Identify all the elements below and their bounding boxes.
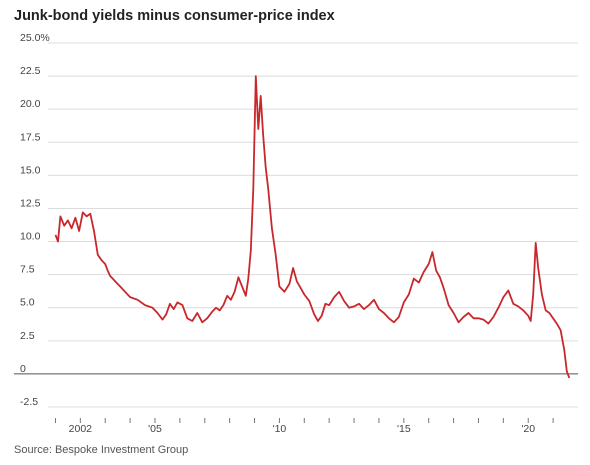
series-layer xyxy=(54,75,571,379)
chart-title: Junk-bond yields minus consumer-price in… xyxy=(14,8,335,24)
y-tick-label: 10.0 xyxy=(20,231,41,243)
y-tick-label: -2.5 xyxy=(20,396,38,408)
gridlines xyxy=(48,42,578,408)
x-tick-label: 2002 xyxy=(69,423,93,435)
x-axis-ticks: 2002 '05 '10 '15 '20 xyxy=(54,418,554,435)
y-tick-label: 2.5 xyxy=(20,330,35,342)
x-tick-label: '15 xyxy=(397,423,411,435)
y-tick-label: 15.0 xyxy=(20,164,41,176)
y-tick-label: 5.0 xyxy=(20,297,35,309)
y-tick-label: 20.0 xyxy=(20,98,41,110)
x-tick-label: '05 xyxy=(148,423,162,435)
y-tick-label: 12.5 xyxy=(20,197,41,209)
y-tick-label: 25.0% xyxy=(20,32,50,44)
chart-source: Source: Bespoke Investment Group xyxy=(14,444,189,456)
y-tick-label: 7.5 xyxy=(20,264,35,276)
x-tick-label: '20 xyxy=(521,423,535,435)
series-line xyxy=(54,75,571,379)
y-axis-ticks: 25.0% 22.5 20.0 17.5 15.0 12.5 10.0 7.5 5.0 2.5 0 -… xyxy=(20,32,50,408)
y-tick-label: 17.5 xyxy=(20,131,41,143)
x-tick-label: '10 xyxy=(273,423,287,435)
y-tick-label: 22.5 xyxy=(20,65,41,77)
y-tick-label: 0 xyxy=(20,363,26,375)
